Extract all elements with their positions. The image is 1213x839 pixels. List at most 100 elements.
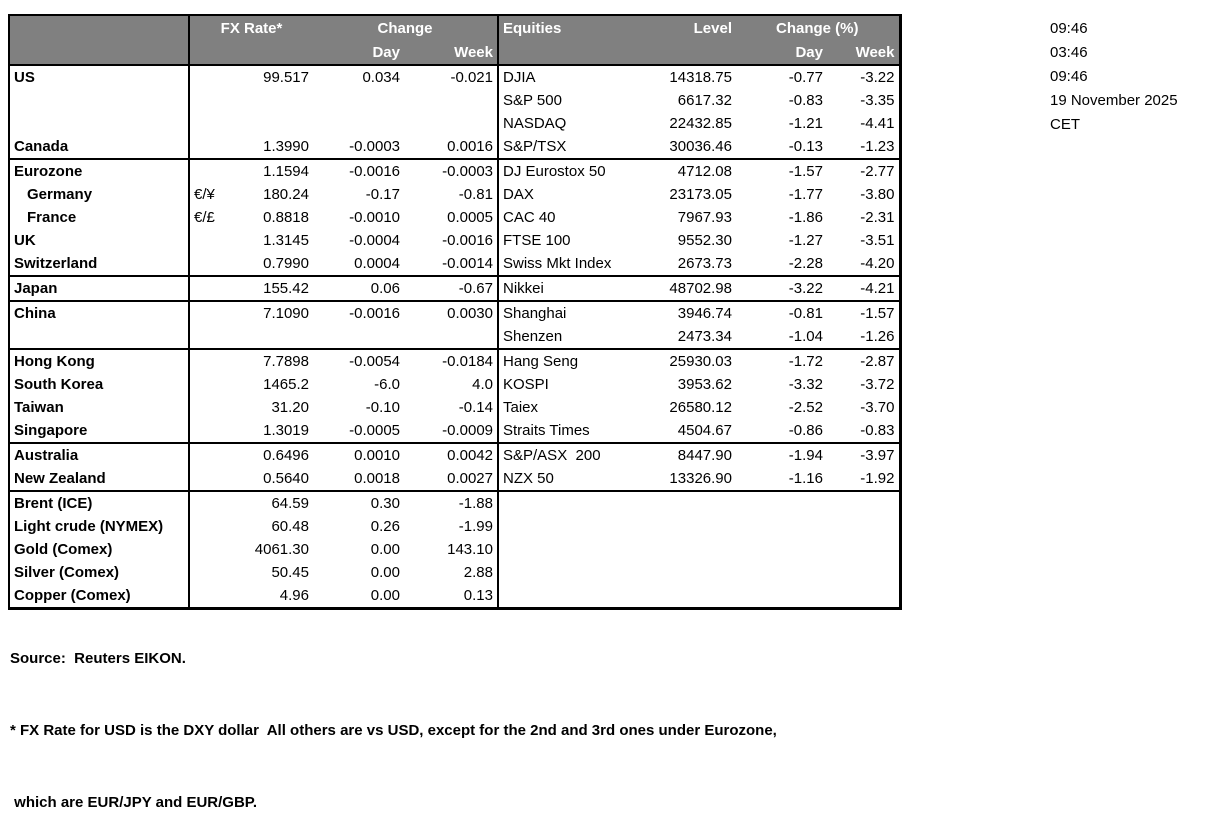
fx-label-cell: Australia [9,443,190,467]
equity-name-cell: S&P/TSX [497,135,641,160]
equity-name-cell: DJIA [497,65,641,89]
equity-name-cell: S&P/ASX 200 [497,443,641,467]
fx-label-cell: Silver (Comex) [9,561,190,584]
equity-day-change-cell: -0.86 [736,419,827,444]
table-header: FX Rate* Change Equities Level Change (%… [9,15,900,66]
fx-label-cell: China [9,301,190,325]
fx-label-cell [9,112,190,135]
fx-day-change-cell [313,89,404,112]
fx-week-change-cell: -1.99 [458,518,493,535]
equity-day-change-cell: -1.94 [788,447,823,464]
fx-day-header: Day [313,40,404,66]
fx-rate-cell [231,325,313,350]
date-line: 19 November 2025 [1050,92,1178,109]
fx-day-change-cell: 0.034 [362,69,400,86]
equity-level-cell: 30036.46 [641,135,736,160]
fx-equities-table: FX Rate* Change Equities Level Change (%… [8,14,902,610]
fx-week-change-cell: -1.88 [458,495,493,512]
footnote-line-1: * FX Rate for USD is the DXY dollar All … [10,722,777,739]
equity-level-cell: 9552.30 [677,232,732,249]
fx-rate-cell [231,112,313,135]
equity-day-change-cell: -1.16 [736,467,827,492]
equity-week-change-cell: -1.92 [827,467,900,492]
fx-label-cell: New Zealand [9,467,190,492]
fx-rate-cell: 1465.2 [263,376,309,393]
currency-pair-cell: €/£ [194,209,215,226]
equity-name-cell: Taiex [497,396,641,419]
equity-week-change-cell: -4.41 [860,115,895,132]
equity-week-change-cell [827,491,900,515]
fx-label-cell [9,89,190,112]
equity-week-change-cell: -1.26 [827,325,900,350]
equity-week-change-cell [827,584,900,609]
fx-label-cell: Canada [9,135,190,160]
fx-day-change-cell: 0.00 [370,564,400,581]
fx-rate-cell: 4061.30 [254,541,309,558]
fx-rate-cell: 1.3019 [231,419,313,444]
equity-day-change-cell: -1.21 [788,115,823,132]
equity-day-change-cell: -0.77 [788,69,823,86]
equity-week-change-cell: -3.97 [860,447,895,464]
table-row: US 99.517 0.034 -0.021 DJIA 14318.75 -0.77 -3.2… [9,65,900,89]
equity-name-cell [497,515,641,538]
equity-week-change-cell: -4.21 [827,276,900,302]
empty-header-cell [497,40,641,66]
equity-level-cell [641,538,736,561]
equity-day-change-cell: -0.81 [788,305,823,322]
fx-day-change-cell: 0.00 [370,541,400,558]
fx-day-change-cell: -0.0005 [313,419,404,444]
table-row: France €/£ 0.8818 -0.0010 0.0005 CAC 40 7967.9… [9,206,900,229]
equity-level-cell [641,491,736,515]
fx-label-cell: Singapore [9,419,190,444]
equity-name-cell: Straits Times [497,419,641,444]
source-line: Source: Reuters EIKON. [10,650,186,667]
currency-pair-cell [189,467,231,492]
table-row: S&P 500 6617.32 -0.83 -3.35 [9,89,900,112]
fx-week-change-cell: -0.0014 [404,252,498,277]
equity-week-change-cell: -3.22 [860,69,895,86]
equity-week-change-cell: -2.77 [860,163,895,180]
equity-day-change-cell: -1.27 [788,232,823,249]
timestamp-line: 03:46 [1050,44,1088,61]
fx-day-change-cell: 0.0004 [313,252,404,277]
fx-week-change-cell: 143.10 [447,541,493,558]
fx-day-change-cell: 0.0018 [313,467,404,492]
equities-week-header: Week [827,40,900,66]
equity-level-cell: 23173.05 [669,186,732,203]
footnote-line-2: which are EUR/JPY and EUR/GBP. [10,794,258,811]
fx-rate-cell [231,89,313,112]
equity-day-change-cell: -2.28 [736,252,827,277]
equity-day-change-cell [736,561,827,584]
equity-name-cell: S&P 500 [497,89,641,112]
fx-week-change-cell [404,325,498,350]
equity-name-cell [497,584,641,609]
fx-week-change-cell: -0.0003 [442,163,493,180]
equity-level-cell: 48702.98 [641,276,736,302]
fx-week-change-cell: 0.13 [463,587,493,604]
equity-week-change-cell: -3.72 [860,376,895,393]
fx-day-change-cell: -0.0003 [313,135,404,160]
table-row: Brent (ICE) 64.59 0.30 -1.88 [9,491,900,515]
fx-label-cell: Eurozone [9,159,190,183]
equity-week-change-cell: -3.51 [860,232,895,249]
fx-rate-cell: 7.1090 [263,305,309,322]
table-row: Canada 1.3990 -0.0003 0.0016 S&P/TSX 30036.46… [9,135,900,160]
table-row: Light crude (NYMEX) 60.48 0.26 -1.99 [9,515,900,538]
equity-name-cell [497,538,641,561]
fx-day-change-cell: -0.0016 [349,163,400,180]
timezone-line: CET [1050,116,1080,133]
equity-week-change-cell: -3.80 [860,186,895,203]
fx-label-cell: Hong Kong [9,349,190,373]
fx-day-change-cell: 0.0010 [354,447,400,464]
fx-label-cell: Japan [9,276,190,302]
fx-rate-cell: 64.59 [271,495,309,512]
fx-rate-cell: 31.20 [271,399,309,416]
equity-day-change-cell [736,491,827,515]
currency-pair-cell [189,301,231,325]
equity-day-change-cell [736,515,827,538]
fx-day-change-cell: -0.0054 [349,353,400,370]
equity-day-change-cell: -1.04 [736,325,827,350]
equity-day-change-cell: -1.86 [788,209,823,226]
table-row: Germany €/¥ 180.24 -0.17 -0.81 DAX 23173.05 -1.… [9,183,900,206]
table-row: Japan 155.42 0.06 -0.67 Nikkei 48702.98 -3.22-… [9,276,900,302]
